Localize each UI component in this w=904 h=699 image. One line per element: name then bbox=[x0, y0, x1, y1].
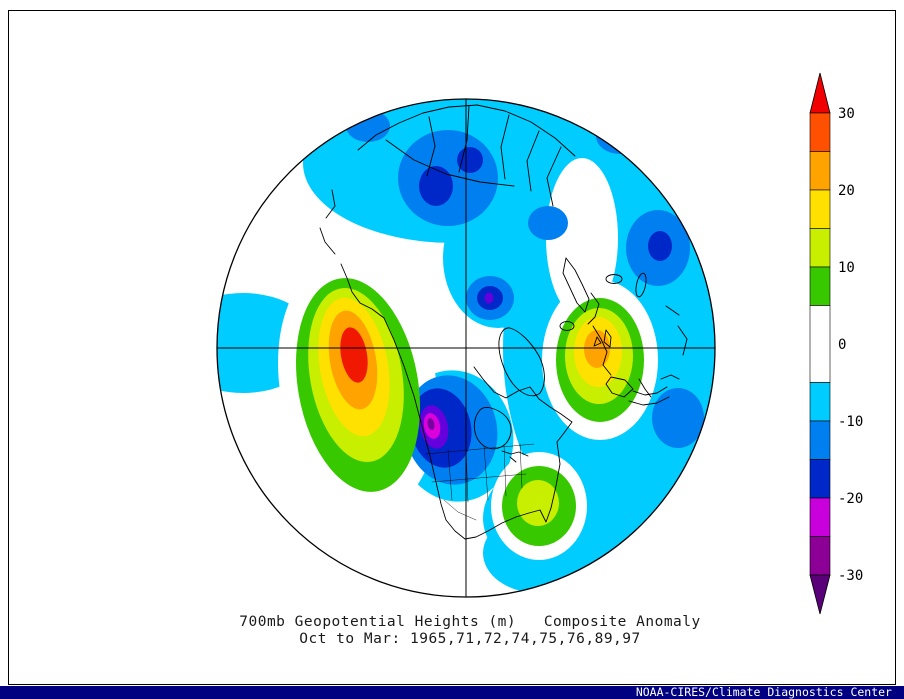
colorbar-tick-label: 10 bbox=[838, 260, 855, 276]
black-sea bbox=[605, 274, 623, 284]
colorbar-band bbox=[809, 382, 831, 422]
siberia-arctic-coast bbox=[357, 104, 576, 157]
anomaly-region bbox=[584, 330, 610, 368]
british-isles bbox=[593, 329, 612, 348]
coast-north-america bbox=[383, 317, 573, 540]
map-outline bbox=[216, 98, 716, 598]
colorbar-tick-label: 30 bbox=[838, 106, 855, 122]
eurasia-interior-lines bbox=[385, 105, 562, 207]
colorbar-tick-label: -20 bbox=[838, 491, 863, 507]
iceland bbox=[559, 321, 575, 331]
coast-alaska bbox=[340, 263, 385, 319]
anomaly-region bbox=[340, 327, 368, 383]
anomaly-region bbox=[596, 118, 644, 154]
colorbar-tick-label: -10 bbox=[838, 414, 863, 430]
colorbar-band bbox=[809, 189, 831, 229]
colorbar-tick-label: -30 bbox=[838, 568, 863, 584]
anomaly-region bbox=[648, 231, 672, 261]
anomaly-map bbox=[216, 98, 716, 598]
anomaly-region bbox=[517, 480, 559, 526]
colorbar-arrow-bottom bbox=[809, 574, 831, 615]
colorbar-band bbox=[809, 266, 831, 306]
grid-crosshair bbox=[217, 99, 715, 597]
colorbar-tick-label: 20 bbox=[838, 183, 855, 199]
coastlines bbox=[319, 104, 688, 540]
greenland bbox=[498, 327, 545, 397]
credit-bar: NOAA-CIRES/Climate Diagnostics Center bbox=[0, 686, 904, 699]
anomaly-region bbox=[419, 166, 453, 206]
caspian-sea bbox=[635, 272, 647, 298]
us-state-lines bbox=[425, 443, 535, 521]
anomaly-region bbox=[528, 206, 568, 240]
colorbar-band bbox=[809, 112, 831, 152]
colorbar-arrow-top bbox=[809, 72, 831, 114]
anomaly-region bbox=[484, 292, 494, 304]
credit-text: NOAA-CIRES/Climate Diagnostics Center bbox=[635, 685, 892, 699]
colorbar-band bbox=[809, 497, 831, 537]
anomaly-region bbox=[457, 147, 483, 173]
colorbar-band bbox=[809, 420, 831, 460]
colorbar-band bbox=[809, 151, 831, 191]
figure-border bbox=[8, 10, 896, 685]
colorbar-band bbox=[809, 459, 831, 499]
anomaly-region bbox=[652, 388, 704, 448]
chart-subtitle: Oct to Mar: 1965,71,72,74,75,76,89,97 bbox=[299, 631, 641, 647]
colorbar-band bbox=[809, 228, 831, 268]
central-asia-lines bbox=[665, 305, 688, 356]
colorbar: 30 20 10 0 -10 -20 -30 bbox=[809, 72, 863, 615]
hudson-bay bbox=[473, 406, 512, 450]
colorbar-band bbox=[809, 536, 831, 576]
great-lakes bbox=[501, 450, 529, 463]
title-block: 700mb Geopotential Heights (m) Composite… bbox=[0, 614, 904, 648]
chart-title: 700mb Geopotential Heights (m) Composite… bbox=[239, 614, 701, 630]
colorbar-tick-label: 0 bbox=[838, 337, 846, 353]
coast-siberia-east bbox=[319, 189, 336, 255]
colorbar-band bbox=[809, 305, 831, 383]
europe-mediterranean bbox=[592, 325, 680, 406]
scandinavia-baltic bbox=[562, 257, 600, 325]
anomaly-region bbox=[546, 158, 618, 318]
anomaly-region bbox=[427, 418, 435, 430]
